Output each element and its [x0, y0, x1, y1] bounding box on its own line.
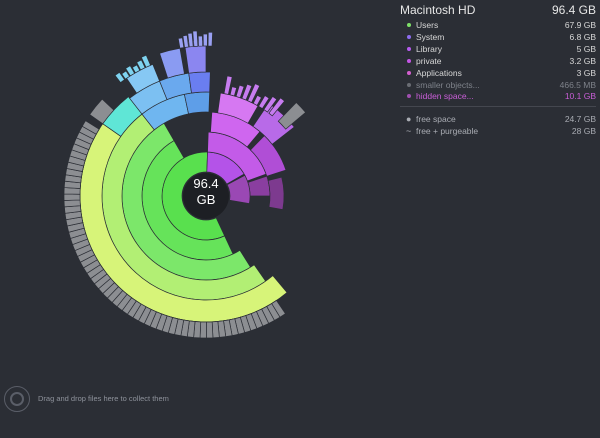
volume-total: 96.4 GB — [551, 3, 596, 17]
legend-label: System — [416, 32, 445, 42]
center-unit: GB — [196, 192, 216, 207]
free-space-value: 24.7 GB — [564, 114, 596, 124]
purple-outer-slice[interactable] — [229, 86, 238, 97]
users-file-slice[interactable] — [81, 120, 100, 135]
blue-outer-slice[interactable] — [187, 32, 194, 48]
legend-item-system[interactable]: System 6.8 GB — [400, 31, 596, 43]
blue-ring-5c[interactable] — [188, 71, 211, 94]
legend-item-users[interactable]: Users 67.9 GB — [400, 19, 596, 31]
hidden-ring-1[interactable] — [226, 174, 251, 205]
legend-label: Users — [416, 20, 439, 30]
legend-dot-icon — [407, 83, 411, 87]
legend-item-smaller-objects[interactable]: smaller objects... 466.5 MB — [400, 79, 596, 91]
purple-ring-4b[interactable] — [252, 102, 295, 145]
purple-outer-slice[interactable] — [252, 94, 262, 106]
center-total-label[interactable]: 96.4 GB — [171, 176, 241, 208]
legend-item-library[interactable]: Library 5 GB — [400, 43, 596, 55]
blue-ring-6b[interactable] — [159, 47, 185, 79]
legend-item-hidden-space[interactable]: hidden space... 10.1 GB — [400, 90, 596, 102]
blue-outer-slice[interactable] — [192, 30, 199, 47]
purple-outer-slice[interactable] — [235, 84, 245, 99]
purple-gray-slice[interactable] — [277, 101, 307, 130]
legend-dot-icon — [407, 59, 411, 63]
users-file-slice[interactable] — [206, 321, 214, 339]
blue-outer-slice[interactable] — [114, 71, 126, 84]
drop-hint-text: Drag and drop files here to collect them — [38, 394, 169, 403]
legend-header: Macintosh HD 96.4 GB — [400, 3, 596, 21]
users-cache-files[interactable] — [89, 98, 115, 125]
legend-value: 466.5 MB — [559, 80, 596, 90]
legend-label: hidden space... — [416, 91, 474, 101]
blue-outer-slice[interactable] — [121, 70, 130, 80]
free-space-label: free space — [416, 114, 456, 124]
purple-outer-slice[interactable] — [258, 95, 270, 110]
legend-item-applications[interactable]: Applications 3 GB — [400, 67, 596, 79]
legend-value: 67.9 GB — [564, 20, 596, 30]
legend-value: 3.2 GB — [569, 56, 596, 66]
legend-dot-icon — [407, 94, 411, 98]
legend-divider — [400, 106, 596, 107]
purple-outer-slice[interactable] — [223, 75, 233, 95]
legend-value: 3 GB — [576, 68, 596, 78]
purple-ring-3b[interactable] — [249, 135, 287, 177]
legend-label: private — [416, 56, 442, 66]
blue-outer-slice[interactable] — [197, 35, 203, 47]
volume-name: Macintosh HD — [400, 3, 476, 17]
legend-value: 6.8 GB — [569, 32, 596, 42]
purple-outer-slice[interactable] — [241, 83, 253, 101]
legend-dot-icon — [407, 71, 411, 75]
blue-outer-slice[interactable] — [125, 65, 136, 77]
legend-value: 5 GB — [576, 44, 596, 54]
center-hole — [183, 173, 229, 219]
blue-outer-slice[interactable] — [202, 33, 208, 47]
legend-label: Library — [416, 44, 442, 54]
legend-label: Applications — [416, 68, 462, 78]
free-purgeable-row: ~ free + purgeable 28 GB — [400, 125, 596, 137]
legend-label: smaller objects... — [416, 80, 480, 90]
legend-dot-icon — [407, 35, 411, 39]
free-purgeable-label: free + purgeable — [416, 126, 479, 136]
legend-dot-icon — [407, 23, 411, 27]
users-file-slice[interactable] — [63, 193, 81, 201]
collector-inner-ring — [10, 392, 24, 406]
blue-ring-6a[interactable] — [126, 63, 161, 94]
collector-icon[interactable] — [4, 386, 30, 412]
legend-dot-icon — [407, 47, 411, 51]
purple-outer-slice[interactable] — [268, 97, 286, 117]
purple-outer-slice[interactable] — [263, 95, 278, 113]
blue-outer-slice[interactable] — [177, 37, 185, 49]
tilde-icon: ~ — [406, 126, 412, 136]
users-file-slice[interactable] — [63, 199, 81, 208]
legend-value: 10.1 GB — [564, 91, 596, 101]
free-space-row: ● free space 24.7 GB — [400, 113, 596, 125]
free-purgeable-value: 28 GB — [571, 126, 596, 136]
blue-outer-slice[interactable] — [182, 34, 189, 48]
blue-ring-4b[interactable] — [183, 91, 210, 115]
users-file-slice[interactable] — [211, 321, 220, 339]
legend-item-private[interactable]: private 3.2 GB — [400, 55, 596, 67]
users-file-slice[interactable] — [199, 321, 207, 339]
blue-outer-slice[interactable] — [136, 59, 146, 71]
center-size: 96.4 — [193, 176, 219, 191]
blue-outer-slice[interactable] — [131, 64, 141, 74]
purple-outer-slice[interactable] — [247, 83, 261, 103]
blue-outer-slice[interactable] — [207, 31, 213, 47]
blue-outer-slice[interactable] — [140, 54, 151, 68]
free-space-dot-icon: ● — [406, 114, 412, 124]
hidden-ring-3[interactable] — [267, 176, 285, 210]
